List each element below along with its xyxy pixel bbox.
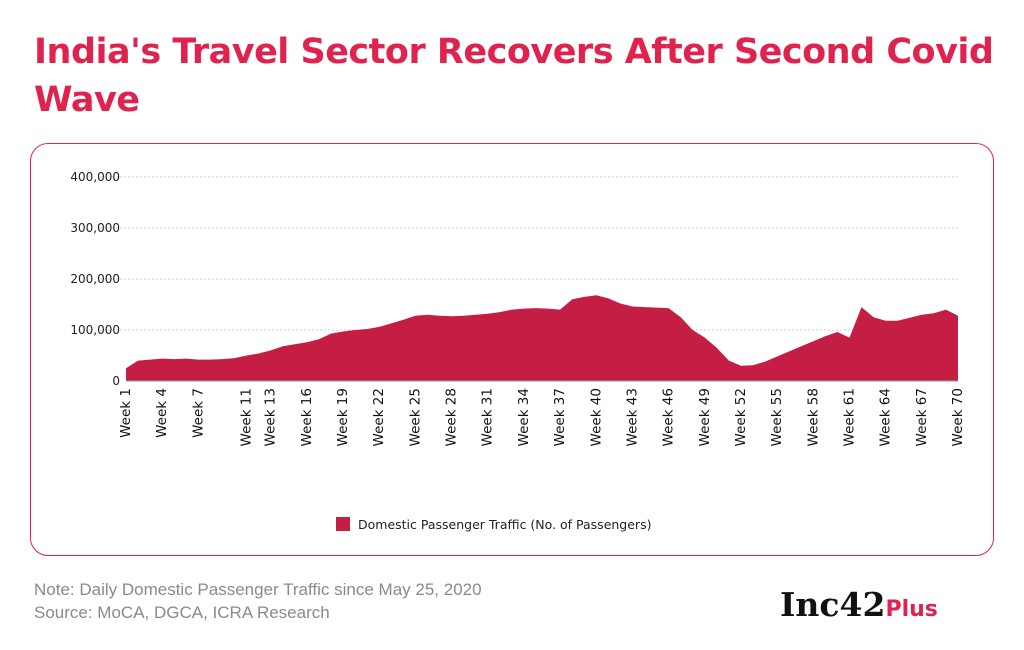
x-tick-label: Week 13 [263, 388, 279, 446]
y-tick-label: 0 [112, 374, 120, 388]
x-tick-label: Week 67 [914, 388, 930, 446]
y-tick-label: 400,000 [70, 170, 120, 184]
legend-label: Domestic Passenger Traffic (No. of Passe… [358, 517, 651, 532]
x-tick-label: Week 7 [190, 388, 206, 438]
x-tick-label: Week 16 [299, 388, 315, 446]
x-tick-label: Week 40 [588, 388, 604, 446]
x-tick-label: Week 4 [154, 388, 170, 438]
x-tick-label: Week 11 [239, 388, 255, 446]
x-tick-label: Week 49 [697, 388, 713, 446]
x-tick-label: Week 43 [624, 388, 640, 446]
logo-suffix: Plus [885, 597, 938, 622]
x-tick-label: Week 64 [878, 388, 894, 446]
x-tick-label: Week 22 [371, 388, 387, 446]
x-tick-label: Week 31 [480, 388, 496, 446]
chart-source: Source: MoCA, DGCA, ICRA Research [34, 603, 330, 622]
x-tick-label: Week 1 [118, 388, 134, 438]
x-tick-label: Week 28 [444, 388, 460, 446]
chart-note: Note: Daily Domestic Passenger Traffic s… [34, 580, 482, 599]
y-tick-label: 100,000 [70, 323, 120, 337]
x-tick-label: Week 61 [841, 388, 857, 446]
x-tick-label: Week 70 [950, 388, 966, 446]
x-tick-label: Week 37 [552, 388, 568, 446]
x-tick-label: Week 25 [407, 388, 423, 446]
x-tick-label: Week 46 [661, 388, 677, 446]
x-tick-label: Week 58 [805, 388, 821, 446]
logo-main: Inc42 [780, 585, 886, 624]
x-tick-label: Week 34 [516, 388, 532, 446]
x-tick-label: Week 19 [335, 388, 351, 446]
x-tick-label: Week 52 [733, 388, 749, 446]
y-tick-label: 300,000 [70, 221, 120, 235]
legend-swatch [336, 517, 350, 531]
series-area [126, 295, 958, 381]
inc42-plus-logo: Inc42Plus [780, 585, 938, 624]
chart-card [30, 143, 994, 556]
x-tick-label: Week 55 [769, 388, 785, 446]
y-tick-label: 200,000 [70, 272, 120, 286]
chart-title: India's Travel Sector Recovers After Sec… [34, 32, 994, 120]
